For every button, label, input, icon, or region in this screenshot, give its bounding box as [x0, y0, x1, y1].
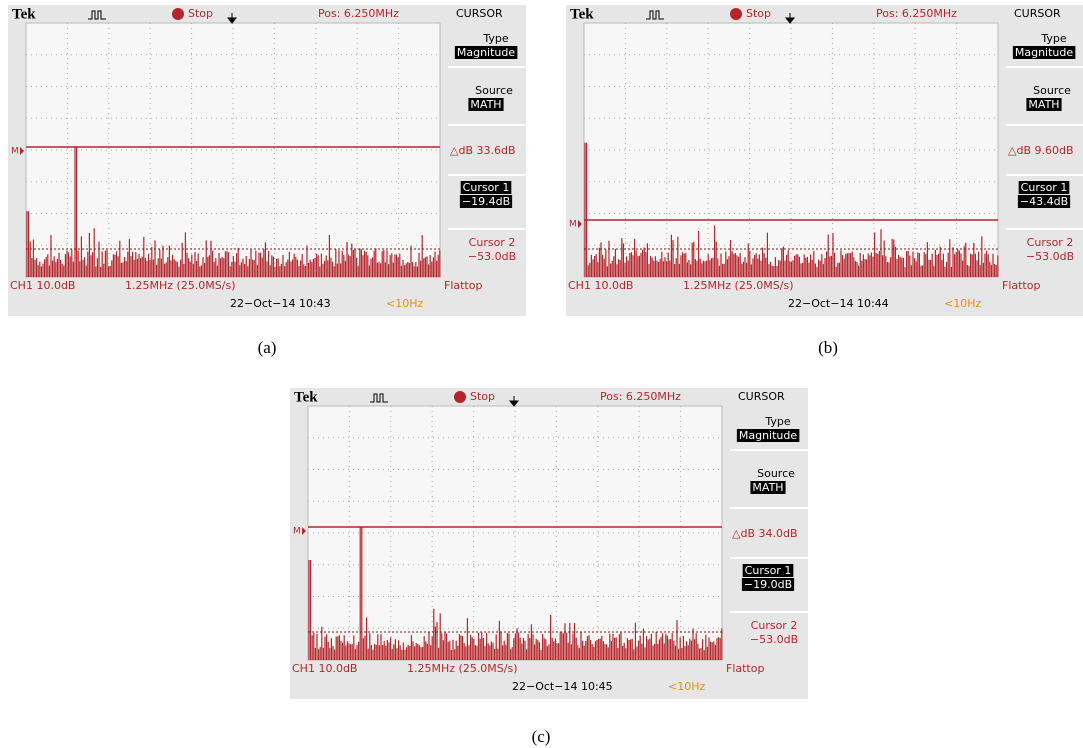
type-label: Type	[1040, 32, 1066, 45]
status-dot	[172, 8, 184, 20]
brand: Tek	[570, 6, 594, 22]
caption: (c)	[532, 727, 551, 747]
trigger-freq: <10Hz	[668, 680, 705, 693]
type-label: Type	[764, 415, 790, 428]
trigger-freq: <10Hz	[386, 297, 423, 310]
trigger-freq: <10Hz	[944, 297, 981, 310]
scope-screen: M Tek Stop Pos: 6.250MHz CURSOR TypeMagnitude…	[290, 388, 808, 699]
caption: (b)	[818, 338, 838, 358]
date: 22−Oct−14 10:43	[230, 297, 331, 310]
date: 22−Oct−14 10:45	[512, 680, 613, 693]
status: Stop	[746, 7, 771, 20]
cursor1-value: −19.0dB	[744, 578, 792, 591]
scope-screen: M Tek Stop Pos: 6.250MHz CURSOR TypeMagnitude…	[8, 5, 526, 316]
cursor1-value: −43.4dB	[1020, 195, 1068, 208]
status: Stop	[188, 7, 213, 20]
position: Pos: 6.250MHz	[600, 390, 681, 403]
scope-screen: M Tek Stop Pos: 6.250MHz CURSOR TypeMagnitude…	[566, 5, 1083, 316]
delta: △dB 34.0dB	[732, 527, 798, 540]
cursor1-label: Cursor 1	[745, 564, 792, 577]
cursor2-value: −53.0dB	[750, 633, 798, 646]
mode: CURSOR	[1014, 7, 1061, 20]
type-value: Magnitude	[739, 429, 798, 442]
channel: CH1 10.0dB	[10, 279, 75, 292]
caption: (a)	[258, 338, 277, 358]
type-label: Type	[482, 32, 508, 45]
cursor2-value: −53.0dB	[1026, 250, 1074, 263]
window: Flattop	[1002, 279, 1040, 292]
window: Flattop	[726, 662, 764, 675]
type-value: Magnitude	[457, 46, 516, 59]
brand: Tek	[294, 389, 318, 405]
status: Stop	[470, 390, 495, 403]
position: Pos: 6.250MHz	[318, 7, 399, 20]
mode: CURSOR	[456, 7, 503, 20]
figure: MTekStopPos: 6.250MHzCURSORTypeMagnitude…	[0, 0, 1083, 748]
marker: M	[293, 527, 301, 537]
source-label: Source	[1033, 84, 1071, 97]
scale: 1.25MHz (25.0MS/s)	[407, 662, 518, 675]
mode: CURSOR	[738, 390, 785, 403]
source-label: Source	[757, 467, 795, 480]
status-dot	[454, 391, 466, 403]
delta: △dB 33.6dB	[450, 144, 516, 157]
type-value: Magnitude	[1015, 46, 1074, 59]
cursor2-label: Cursor 2	[751, 619, 798, 632]
channel: CH1 10.0dB	[292, 662, 357, 675]
marker: M	[11, 147, 19, 157]
channel: CH1 10.0dB	[568, 279, 633, 292]
date: 22−Oct−14 10:44	[788, 297, 889, 310]
marker: M	[569, 220, 577, 230]
source-value: MATH	[470, 98, 501, 111]
cursor2-label: Cursor 2	[469, 236, 516, 249]
brand: Tek	[12, 6, 36, 22]
source-label: Source	[475, 84, 513, 97]
cursor2-value: −53.0dB	[468, 250, 516, 263]
status-dot	[730, 8, 742, 20]
cursor2-label: Cursor 2	[1027, 236, 1074, 249]
source-value: MATH	[752, 481, 783, 494]
delta: △dB 9.60dB	[1008, 144, 1074, 157]
window: Flattop	[444, 279, 482, 292]
scale: 1.25MHz (25.0MS/s)	[683, 279, 794, 292]
position: Pos: 6.250MHz	[876, 7, 957, 20]
cursor1-label: Cursor 1	[1021, 181, 1068, 194]
source-value: MATH	[1028, 98, 1059, 111]
cursor1-value: −19.4dB	[462, 195, 510, 208]
scale: 1.25MHz (25.0MS/s)	[125, 279, 236, 292]
cursor1-label: Cursor 1	[463, 181, 510, 194]
